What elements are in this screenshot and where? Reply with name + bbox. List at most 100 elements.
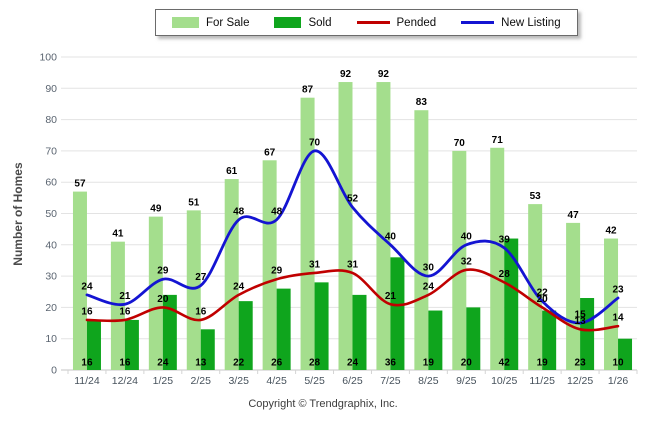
y-axis-tick-label: 30: [45, 271, 57, 283]
y-axis-tick-label: 50: [45, 208, 57, 220]
new-listing-value-label: 22: [537, 288, 549, 299]
new-listing-value-label: 40: [385, 231, 397, 242]
chart-legend: For Sale Sold Pended New Listing: [155, 9, 578, 36]
copyright-text: Copyright © Trendgraphix, Inc.: [248, 398, 398, 410]
bar-for-sale: [490, 147, 505, 370]
bar-for-sale: [148, 216, 163, 370]
for-sale-value-label: 70: [454, 138, 466, 149]
new-listing-value-label: 29: [157, 266, 169, 277]
for-sale-value-label: 42: [605, 226, 617, 237]
new-listing-value-label: 24: [81, 281, 93, 292]
sold-swatch-icon: [274, 17, 302, 28]
pended-value-label: 14: [612, 313, 624, 324]
pended-value-label: 32: [461, 256, 473, 267]
new-listing-value-label: 27: [195, 272, 207, 283]
bar-for-sale: [566, 222, 581, 370]
y-axis-tick-label: 70: [45, 145, 57, 157]
bar-for-sale: [338, 82, 353, 370]
y-axis-tick-label: 40: [45, 239, 57, 251]
pended-value-label: 31: [347, 259, 359, 270]
bar-sold: [86, 319, 101, 370]
new-listing-value-label: 48: [271, 206, 283, 217]
bar-sold: [580, 298, 595, 370]
bar-for-sale: [528, 204, 543, 370]
bar-for-sale: [414, 110, 429, 371]
bar-for-sale: [72, 191, 87, 370]
new-listing-value-label: 15: [575, 310, 587, 321]
sold-value-label: 19: [423, 358, 435, 369]
x-axis-tick-label: 7/25: [380, 375, 401, 387]
pended-value-label: 20: [537, 294, 549, 305]
y-axis-tick-label: 90: [45, 83, 57, 95]
for-sale-value-label: 51: [188, 197, 200, 208]
x-axis-tick-label: 1/26: [608, 375, 629, 387]
bar-sold: [314, 282, 329, 370]
sold-value-label: 36: [385, 358, 397, 369]
bar-sold: [618, 338, 633, 370]
pended-value-label: 20: [157, 294, 169, 305]
for-sale-swatch-icon: [172, 17, 199, 28]
x-axis-tick-label: 4/25: [266, 375, 287, 387]
pended-value-label: 16: [195, 306, 207, 317]
bar-sold: [200, 329, 215, 370]
legend-label-new-listing: New Listing: [501, 16, 561, 29]
y-axis-tick-label: 60: [45, 177, 57, 189]
bar-sold: [390, 257, 405, 370]
for-sale-value-label: 47: [568, 210, 580, 221]
new-listing-value-label: 23: [612, 285, 624, 296]
sold-value-label: 23: [575, 358, 587, 369]
for-sale-value-label: 61: [226, 166, 238, 177]
y-axis-tick-label: 0: [51, 365, 57, 377]
bar-sold: [238, 301, 253, 370]
pended-line-swatch-icon: [356, 21, 390, 24]
new-listing-line: [85, 149, 620, 325]
for-sale-value-label: 87: [302, 85, 314, 96]
x-axis-tick-label: 10/25: [491, 375, 517, 387]
legend-item-for-sale: For Sale: [172, 17, 249, 29]
x-axis-tick-label: 6/25: [342, 375, 363, 387]
bar-sold: [504, 238, 519, 370]
bar-for-sale: [376, 82, 391, 370]
bar-sold: [466, 307, 481, 370]
x-axis-tick-label: 5/25: [304, 375, 325, 387]
x-axis-tick-label: 1/25: [153, 375, 174, 387]
legend-item-sold: Sold: [274, 17, 332, 29]
x-axis-tick-label: 11/24: [74, 375, 100, 387]
sold-value-label: 24: [347, 358, 359, 369]
legend-item-pended: Pended: [356, 17, 436, 29]
x-axis-tick-label: 12/25: [567, 375, 593, 387]
pended-value-label: 24: [423, 281, 435, 292]
y-axis-tick-label: 100: [39, 52, 57, 64]
new-listing-value-label: 21: [119, 291, 131, 302]
x-axis-tick-label: 2/25: [191, 375, 212, 387]
bar-sold: [542, 310, 557, 370]
y-axis-tick-label: 20: [45, 302, 57, 314]
for-sale-value-label: 92: [340, 69, 352, 80]
pended-value-label: 31: [309, 259, 321, 270]
y-axis-tick-label: 80: [45, 114, 57, 126]
sold-value-label: 16: [81, 358, 93, 369]
sold-value-label: 22: [233, 358, 245, 369]
bar-for-sale: [224, 179, 239, 370]
pended-value-label: 16: [81, 306, 93, 317]
pended-value-label: 16: [119, 306, 131, 317]
for-sale-value-label: 57: [74, 179, 86, 190]
sold-value-label: 28: [309, 358, 321, 369]
sold-value-label: 26: [271, 358, 283, 369]
for-sale-value-label: 49: [150, 204, 162, 215]
new-listing-value-label: 39: [499, 234, 511, 245]
x-axis-tick-label: 3/25: [228, 375, 249, 387]
sold-value-label: 16: [119, 358, 131, 369]
for-sale-value-label: 71: [492, 135, 504, 146]
bar-sold: [162, 294, 177, 370]
x-axis-tick-label: 11/25: [529, 375, 555, 387]
bar-for-sale: [186, 210, 201, 370]
for-sale-value-label: 53: [530, 191, 542, 202]
new-listing-value-label: 70: [309, 137, 321, 148]
new-listing-value-label: 30: [423, 263, 435, 274]
legend-label-for-sale: For Sale: [206, 16, 250, 29]
pended-value-label: 29: [271, 266, 283, 277]
sold-value-label: 10: [612, 358, 624, 369]
